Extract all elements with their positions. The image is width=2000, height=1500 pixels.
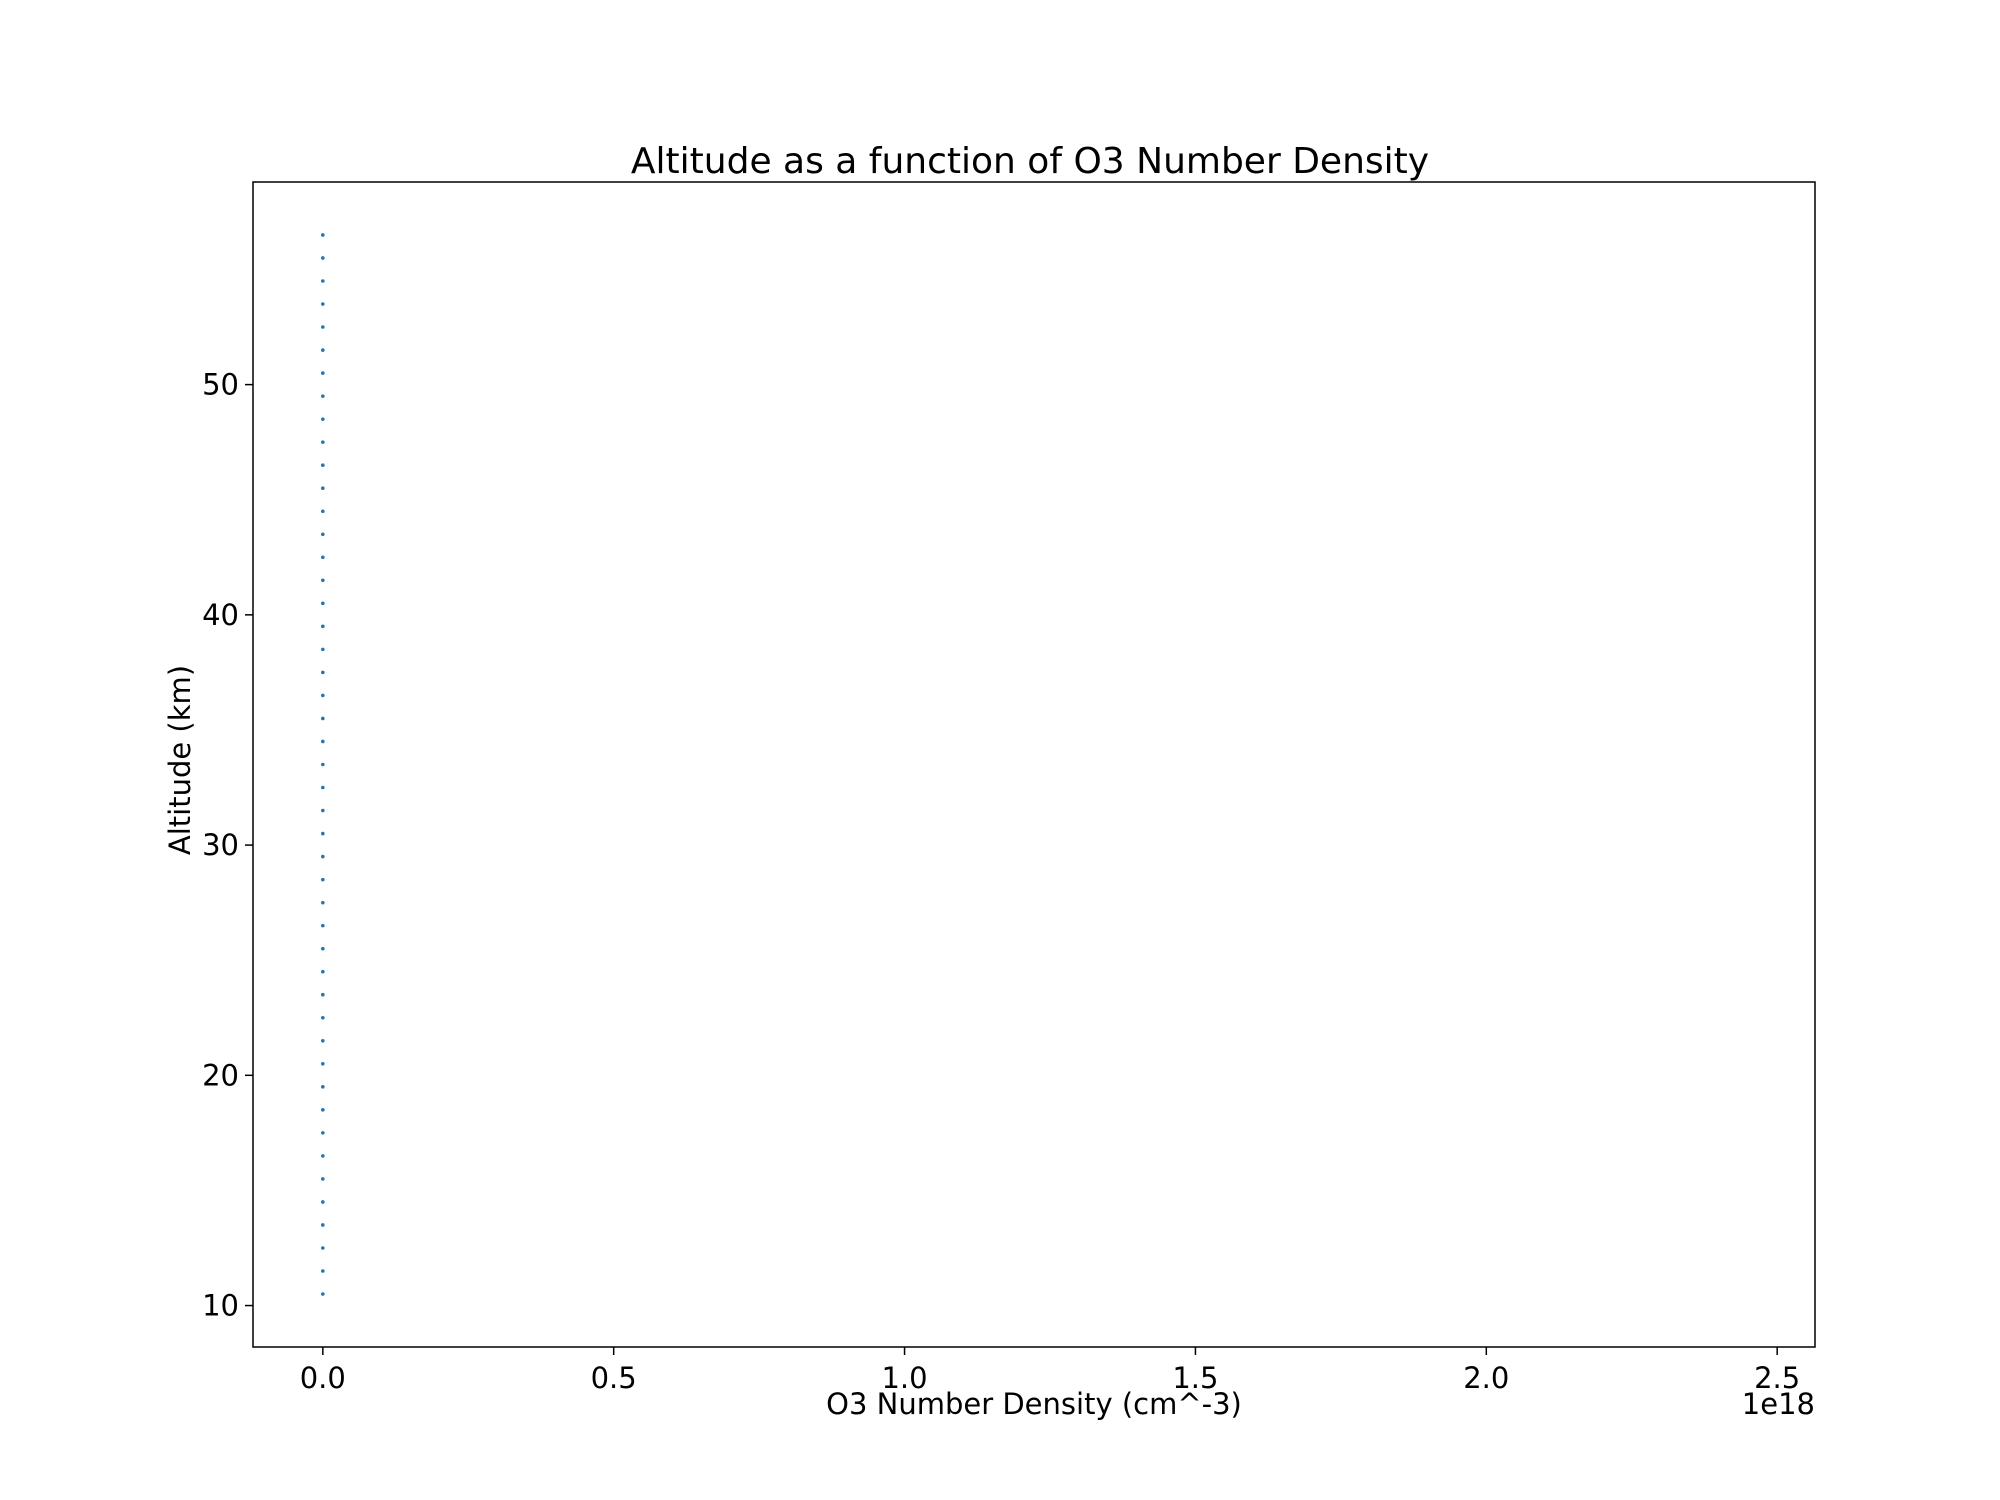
data-point (321, 1223, 325, 1227)
data-point (321, 831, 325, 836)
data-point (321, 1038, 325, 1043)
y-tick-label: 10 (202, 1289, 239, 1323)
data-point (321, 348, 325, 352)
data-point (321, 578, 325, 583)
data-point (321, 463, 325, 467)
y-axis-label: Altitude (km) (163, 665, 197, 855)
x-tick-label: 0.5 (591, 1361, 637, 1395)
data-point (321, 693, 325, 698)
data-point (321, 555, 325, 560)
data-point (321, 716, 325, 721)
y-tick-label: 30 (202, 828, 239, 862)
data-point (321, 808, 325, 813)
data-point (321, 1292, 325, 1296)
plot-area (252, 181, 1816, 1348)
data-series (321, 233, 325, 1296)
x-axis-offset-label: 1e18 (1742, 1387, 1815, 1421)
data-point (321, 1269, 325, 1273)
data-point (321, 670, 325, 675)
data-point (321, 1062, 325, 1066)
data-point (321, 509, 325, 514)
data-point (321, 624, 325, 629)
data-point (321, 1177, 325, 1181)
x-tick-label: 2.0 (1463, 1361, 1509, 1395)
y-tick-label: 20 (202, 1058, 239, 1092)
data-point (321, 785, 325, 790)
data-point (321, 647, 325, 652)
y-axis: 10 20 30 40 50 (202, 368, 253, 1323)
data-point (321, 1154, 325, 1158)
x-tick-label: 0.0 (300, 1361, 346, 1395)
data-point (321, 417, 325, 421)
data-point (321, 233, 325, 237)
data-point (321, 1108, 325, 1112)
x-axis: 0.0 0.5 1.0 1.5 2.0 2.5 (300, 1347, 1800, 1395)
data-point (321, 992, 325, 997)
data-point (321, 739, 325, 744)
data-point (321, 1085, 325, 1089)
data-point (321, 1246, 325, 1250)
data-point (321, 440, 325, 444)
x-tick-label: 1.0 (881, 1361, 927, 1395)
x-tick-label: 2.5 (1754, 1361, 1800, 1395)
data-point (321, 969, 325, 974)
x-axis-label: O3 Number Density (cm^-3) (826, 1387, 1242, 1421)
y-tick-label: 50 (202, 368, 239, 402)
data-point (321, 394, 325, 398)
data-point (321, 601, 325, 606)
data-point (321, 279, 325, 283)
chart-title: Altitude as a function of O3 Number Dens… (631, 141, 1429, 182)
x-tick-label: 1.5 (1172, 1361, 1218, 1395)
data-point (321, 946, 325, 951)
data-point (321, 854, 325, 859)
data-point (321, 1131, 325, 1135)
data-point (321, 486, 325, 491)
data-point (321, 325, 325, 329)
data-point (321, 762, 325, 767)
data-point (321, 900, 325, 905)
data-point (321, 256, 325, 260)
y-tick-label: 40 (202, 598, 239, 632)
data-point (321, 532, 325, 537)
data-point (321, 1015, 325, 1020)
data-point (321, 923, 325, 928)
axes-frame (252, 181, 1816, 1348)
data-point (321, 877, 325, 882)
data-point (321, 1200, 325, 1204)
data-point (321, 302, 325, 306)
data-point (321, 371, 325, 375)
